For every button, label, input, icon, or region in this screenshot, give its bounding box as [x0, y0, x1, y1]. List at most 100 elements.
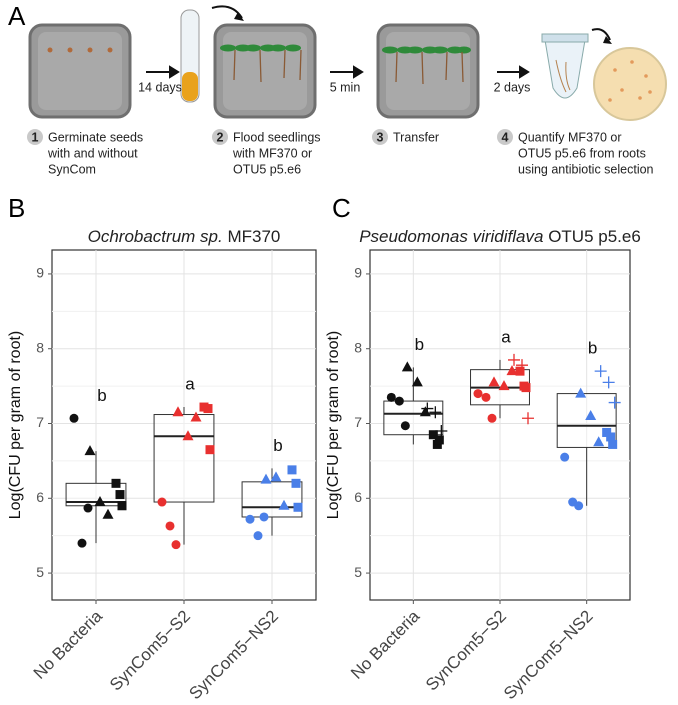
- point: [421, 402, 434, 415]
- tray-illustration: [28, 23, 132, 119]
- point: [270, 471, 282, 482]
- point: [203, 404, 213, 414]
- step-number: 1: [32, 130, 39, 144]
- point: [434, 435, 444, 445]
- arrow-label: 2 days: [494, 80, 531, 94]
- point: [253, 531, 263, 541]
- box: [153, 414, 215, 503]
- step-text: Flood seedlings: [233, 130, 321, 144]
- tray-illustration: [376, 23, 480, 119]
- y-axis-label: Log(CFU per gram of root): [325, 331, 342, 520]
- point: [487, 413, 497, 423]
- title-strain: MF370: [227, 227, 280, 246]
- step-text: with MF370 or: [232, 146, 312, 160]
- point: [182, 430, 194, 441]
- x-tick-label: No Bacteria: [30, 606, 107, 683]
- step-number: 3: [377, 130, 384, 144]
- point: [157, 497, 167, 507]
- point: [608, 396, 621, 409]
- point: [411, 376, 423, 387]
- significance-letter: b: [588, 339, 597, 358]
- tube-and-dish-illustration: [541, 28, 667, 121]
- y-tick-label: 5: [354, 564, 362, 580]
- point: [117, 501, 127, 511]
- point: [488, 376, 500, 387]
- chart-title: Ochrobactrum sp. MF370: [88, 227, 281, 246]
- significance-letter: a: [185, 375, 195, 394]
- point: [165, 521, 175, 531]
- point: [115, 490, 125, 500]
- tray-illustration: [213, 23, 317, 119]
- point: [84, 445, 96, 456]
- arrow-label: 5 min: [330, 80, 361, 94]
- step-number: 2: [217, 130, 224, 144]
- point: [575, 387, 587, 398]
- point: [69, 413, 79, 423]
- point: [401, 361, 413, 372]
- step-text: Germinate seeds: [48, 130, 143, 144]
- point: [245, 514, 255, 524]
- point: [516, 359, 528, 372]
- point: [171, 540, 181, 550]
- point: [278, 499, 290, 510]
- point: [386, 392, 396, 402]
- box-chart: B Ochrobactrum sp. MF370 5 6 7 8 9 Log(CFU per …: [7, 193, 317, 703]
- point: [508, 353, 520, 366]
- x-tick-label: SynCom5−S2: [106, 607, 194, 695]
- title-strain: OTU5 p5.e6: [548, 227, 641, 246]
- point: [498, 380, 510, 391]
- chart-title: Pseudomonas viridiflava OTU5 p5.e6: [359, 227, 641, 246]
- y-tick-label: 7: [354, 414, 362, 430]
- point: [506, 365, 518, 376]
- step-badge: [497, 129, 513, 145]
- title-italic: Pseudomonas viridiflava: [359, 227, 543, 246]
- box-chart: C Pseudomonas viridiflava OTU5 p5.e6 5 6 7 8 9…: [325, 193, 641, 703]
- x-tick-label: No Bacteria: [347, 606, 424, 683]
- y-tick-label: 6: [36, 489, 44, 505]
- point: [608, 439, 618, 449]
- point: [260, 473, 272, 484]
- point: [428, 430, 438, 440]
- point: [102, 508, 114, 519]
- step-badge: [212, 129, 228, 145]
- process-arrows: [146, 65, 530, 79]
- step-text: SynCom: [48, 162, 96, 176]
- step-text: using antibiotic selection: [518, 162, 654, 176]
- point: [593, 436, 605, 447]
- y-tick-label: 5: [36, 564, 44, 580]
- point: [602, 376, 615, 389]
- point: [522, 412, 534, 425]
- arrow-label: 14 days: [138, 80, 182, 94]
- y-tick-label: 8: [36, 339, 44, 355]
- step-text: OTU5 p5.e6 from roots: [518, 146, 646, 160]
- point: [394, 396, 404, 406]
- point: [111, 478, 121, 488]
- point: [94, 496, 106, 507]
- point: [585, 410, 597, 421]
- point: [83, 503, 93, 513]
- significance-letter: b: [97, 386, 106, 405]
- point: [481, 392, 491, 402]
- step-text: with and without: [47, 146, 138, 160]
- panel-label: B: [8, 193, 25, 223]
- x-tick-label: SynCom5−NS2: [500, 607, 597, 704]
- point: [419, 406, 431, 417]
- point: [560, 452, 570, 462]
- point: [429, 406, 442, 419]
- significance-letter: b: [273, 436, 282, 455]
- charts: B Ochrobactrum sp. MF370 5 6 7 8 9 Log(CFU per …: [7, 193, 641, 703]
- panel-label: A: [8, 1, 26, 31]
- point: [606, 432, 616, 442]
- point: [77, 538, 87, 548]
- point: [293, 502, 303, 512]
- x-tick-label: SynCom5−S2: [422, 607, 510, 695]
- point: [594, 365, 607, 378]
- y-tick-label: 9: [354, 265, 362, 281]
- point: [287, 465, 297, 475]
- panel-label: C: [332, 193, 351, 223]
- point: [259, 512, 269, 522]
- point: [435, 424, 448, 437]
- step-badge: [27, 129, 43, 145]
- step-text: Quantify MF370 or: [518, 130, 622, 144]
